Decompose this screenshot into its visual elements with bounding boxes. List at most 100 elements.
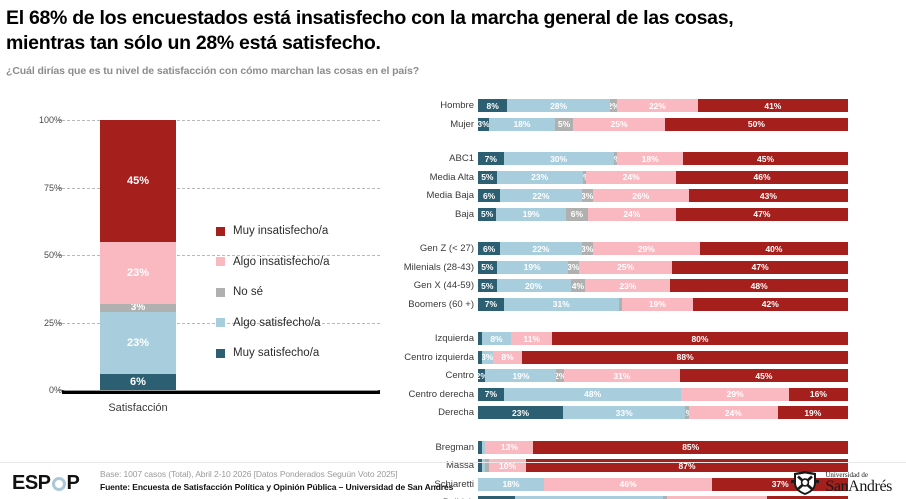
bar-segment: 80%	[551, 332, 848, 345]
footer-text: Base: 1007 casos (Total), Abril 2-10 202…	[100, 469, 453, 492]
stack-segment: 23%	[100, 241, 176, 304]
left-chart-category-label: Satisfacción	[108, 402, 168, 414]
legend-item: Algo satisfecho/a	[216, 308, 330, 339]
shield-icon	[791, 471, 820, 495]
y-axis-tick-label: 0%	[48, 385, 62, 395]
stack-segment: 45%	[100, 120, 176, 242]
bar-segment: 28%	[507, 99, 610, 112]
bar-track: 5% 19% 3% 25% 47%	[478, 260, 848, 274]
bar-segment: 24%	[688, 406, 778, 419]
bar-segment: 29%	[681, 387, 789, 401]
bar-row-label: Hombre	[440, 100, 474, 111]
bar-segment	[481, 440, 486, 454]
bar-segment: 25%	[578, 260, 673, 274]
bar-track: 5% 19% 6% 24% 47%	[478, 207, 848, 221]
bar-segment: 23%	[496, 170, 583, 184]
legend-item-label: Muy satisfecho/a	[233, 347, 320, 360]
bar-row: Media Alta 5%23%1%24%46%	[400, 170, 906, 184]
espop-logo-text-2: P	[66, 472, 80, 494]
bar-row-label: Media Alta	[429, 171, 474, 183]
legend-item-label: Algo insatisfecho/a	[233, 255, 330, 268]
legend-item-label: Muy insatisfecho/a	[233, 225, 329, 238]
bar-row: Derecha 23%33%1%24%19%	[400, 406, 906, 419]
stack-segment: 3%	[100, 302, 176, 313]
bar-row: Milenials (28-43) 5% 19% 3% 25% 47%	[400, 260, 906, 274]
bar-segment	[478, 440, 482, 454]
bar-segment	[478, 459, 482, 472]
bar-segment: 3%	[581, 242, 593, 255]
bar-segment: 18%	[488, 117, 555, 131]
page-title-line2: mientras tan sólo un 28% está satisfecho…	[6, 32, 381, 54]
y-axis-tick-label: 50%	[43, 250, 62, 260]
bar-segment: 2%	[609, 99, 618, 112]
bar-segment: 8%	[492, 350, 523, 364]
bar-track: 23%33%1%24%19%	[478, 406, 848, 419]
bar-track: 10%40%1%27%22%	[478, 496, 848, 499]
legend-swatch-icon	[216, 287, 225, 297]
bar-row: Bullrich 10%40%1%27%22%	[400, 496, 906, 499]
legend-swatch-icon	[216, 318, 225, 328]
bar-segment: 3%	[567, 260, 579, 274]
bar-segment: 10%	[478, 496, 515, 499]
bar-segment: 22%	[766, 496, 848, 499]
bar-row: Centro2%19%2%31%45%	[400, 369, 906, 382]
bar-track: 8%28%2%22%41%	[478, 99, 848, 112]
bar-segment	[481, 459, 486, 472]
bar-row-label: Izquierda	[434, 333, 474, 344]
bar-row-label: Gen Z (< 27)	[419, 243, 474, 254]
bar-segment	[478, 350, 482, 364]
bar-row-label: Massa	[446, 460, 474, 471]
bar-track: 5%23%1%24%46%	[478, 170, 848, 184]
bar-row-label: Bullrich	[400, 496, 474, 499]
footer-source-note: Fuente: Encuesta de Satisfacción Polític…	[100, 482, 454, 492]
bar-segment: 1%	[663, 496, 667, 499]
bar-segment: 23%	[478, 406, 564, 419]
bar-row-label: ABC1	[449, 153, 474, 164]
bar-segment: 85%	[533, 440, 848, 454]
bar-segment: 13%	[485, 440, 534, 454]
bar-segment: 47%	[672, 260, 848, 274]
bar-segment: 18%	[617, 152, 684, 165]
y-axis-tick	[57, 322, 62, 324]
bar-row-label: Mujer	[450, 118, 474, 130]
bar-track: 5% 20% 4% 23% 48%	[478, 279, 848, 292]
universidad-label: Universidad de	[825, 471, 868, 479]
bar-segment: 26%	[592, 189, 689, 202]
left-chart-stack: 6% 23% 3% 23% 45%	[100, 120, 176, 390]
legend-swatch-icon	[216, 348, 225, 358]
espop-logo-o-icon	[51, 476, 66, 491]
y-axis-tick	[57, 390, 62, 391]
bar-segment: 11%	[511, 332, 552, 345]
bar-segment: 1%	[613, 152, 618, 165]
bar-row: Izquierda 8% 11% 80%	[400, 332, 906, 345]
bar-segment: 24%	[587, 207, 676, 221]
universidad-san-andres-logo: Universidad de SanAndrés	[790, 470, 892, 496]
y-axis-tick-label: 100%	[38, 115, 62, 125]
bar-segment: 2%	[556, 369, 564, 382]
legend-item: No sé	[216, 277, 330, 308]
bar-segment: 45%	[683, 152, 848, 165]
bar-segment: 1%	[582, 170, 587, 184]
universidad-text-block: Universidad de SanAndrés	[825, 471, 892, 495]
bar-segment: 40%	[515, 496, 663, 499]
bar-row: Bregman 13% 85%	[400, 440, 906, 454]
bar-segment: 6%	[478, 189, 501, 202]
footer-base-note: Base: 1007 casos (Total), Abril 2-10 202…	[100, 469, 398, 479]
bar-track: 6% 22% 3% 26% 43%	[478, 189, 848, 202]
gridline	[62, 187, 380, 189]
legend-item: Muy insatisfecho/a	[216, 216, 330, 247]
gridline	[62, 255, 380, 256]
bar-segment: 2%	[478, 369, 486, 382]
bar-segment: 6%	[478, 242, 501, 255]
bar-row-label: Bregman	[435, 441, 474, 453]
bar-segment: 48%	[503, 387, 682, 401]
bar-segment: 47%	[675, 207, 848, 221]
bar-track: 2%19%2%31%45%	[478, 369, 848, 382]
left-stacked-chart: 100% 75% 50% 25% 0% 6% 23% 3% 23% 45% Satisfacci…	[0, 115, 390, 420]
y-axis-tick	[57, 255, 62, 256]
bar-segment: 31%	[563, 369, 680, 382]
bar-segment: 7%	[478, 152, 504, 165]
bar-segment: 24%	[586, 170, 677, 184]
y-axis-tick	[57, 120, 62, 121]
